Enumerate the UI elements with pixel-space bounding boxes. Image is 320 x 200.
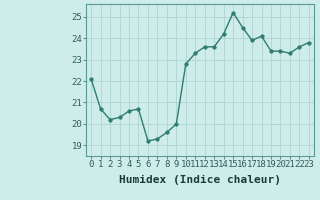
X-axis label: Humidex (Indice chaleur): Humidex (Indice chaleur) <box>119 175 281 185</box>
